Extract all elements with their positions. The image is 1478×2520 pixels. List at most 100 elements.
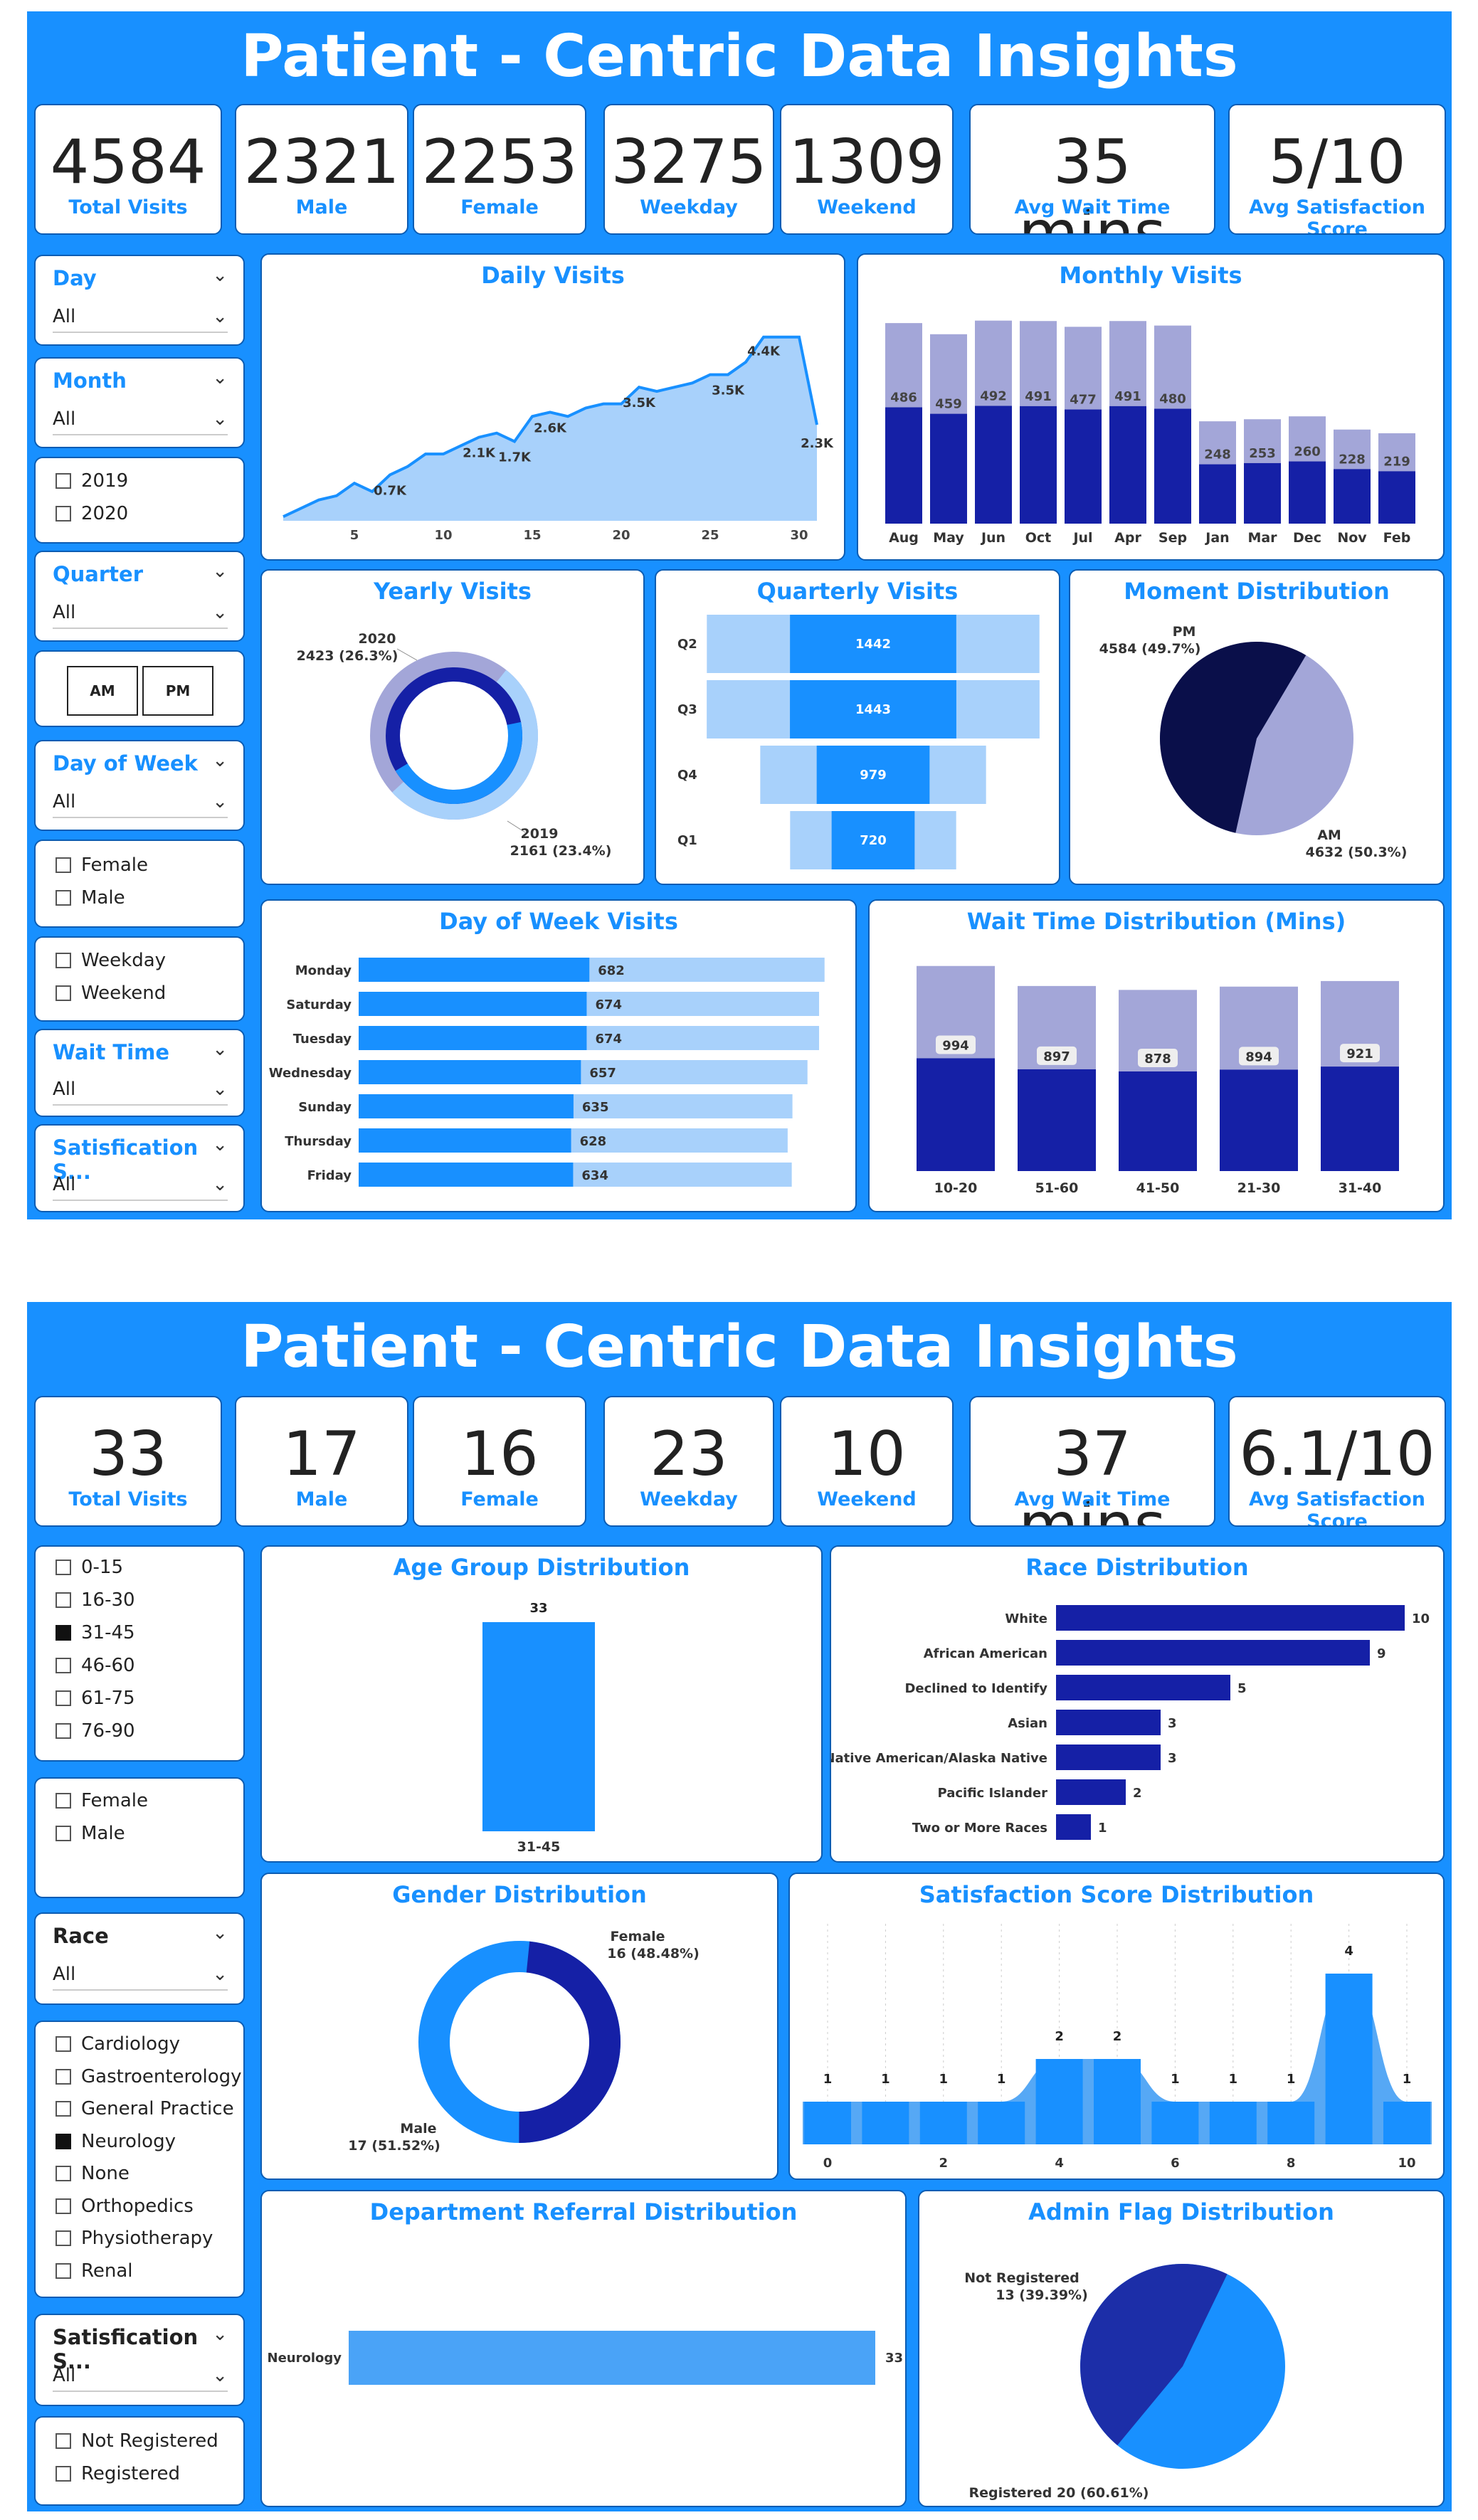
kpi-label: Avg Wait Time xyxy=(1014,1488,1171,1510)
checkbox-icon[interactable] xyxy=(56,2133,71,2149)
category-label: Thursday xyxy=(285,1134,352,1149)
checkbox-icon[interactable] xyxy=(56,857,71,873)
data-label: 682 xyxy=(598,963,625,978)
chevron-down-icon[interactable]: ⌄ xyxy=(212,791,228,812)
chevron-up-icon[interactable]: ⌄ xyxy=(212,265,228,286)
wait-time-dropdown[interactable]: All ⌄ xyxy=(53,1073,228,1106)
gender-option[interactable]: Female xyxy=(56,853,148,877)
checkbox-icon[interactable] xyxy=(56,1592,71,1608)
checkbox-icon[interactable] xyxy=(56,2166,71,2181)
satisfaction-dropdown[interactable]: All ⌄ xyxy=(53,2359,228,2392)
slicer-option[interactable]: Gastroenterology xyxy=(56,2065,242,2089)
data-label: 33 xyxy=(885,2351,903,2366)
satisfaction-slicer[interactable]: Satisfication S... ⌄ All ⌄ xyxy=(34,1124,245,1212)
funnel-bar xyxy=(790,615,956,673)
data-label: 2.6K xyxy=(534,420,567,435)
slicer-option[interactable]: Neurology xyxy=(56,2129,176,2154)
slicer-option[interactable]: 31-45 xyxy=(56,1621,135,1645)
kpi-card: 3275 Weekday xyxy=(603,104,774,235)
daily-visits-chart: 5 10 15 20 25 30 0.7K 1.7K2.1K 2.6K 3.5K 3.5K 4.4K 2… xyxy=(283,335,834,543)
visual-title: Satisfaction Score Distribution xyxy=(919,1881,1314,1908)
checkbox-icon[interactable] xyxy=(56,2068,71,2085)
slicer-option[interactable]: Physiotherapy xyxy=(56,2226,213,2250)
pm-button[interactable]: PM xyxy=(142,666,213,716)
data-label: 2 xyxy=(1133,1786,1142,1801)
chevron-down-icon[interactable]: ⌄ xyxy=(212,602,228,623)
chevron-up-icon[interactable]: ⌄ xyxy=(212,367,228,388)
am-button[interactable]: AM xyxy=(67,666,138,716)
checkbox-icon[interactable] xyxy=(56,2230,71,2246)
checkbox-icon[interactable] xyxy=(56,2262,71,2279)
admin-option[interactable]: Registered xyxy=(56,2462,180,2486)
slicer-option[interactable]: General Practice xyxy=(56,2097,234,2121)
slicer-option[interactable]: Orthopedics xyxy=(56,2194,194,2218)
checkbox-icon[interactable] xyxy=(56,473,71,489)
data-label: 253 xyxy=(1249,446,1276,461)
checkbox-icon[interactable] xyxy=(56,1560,71,1575)
day-dropdown[interactable]: All ⌄ xyxy=(53,300,228,333)
chevron-down-icon[interactable]: ⌄ xyxy=(212,1964,228,1985)
checkbox-icon[interactable] xyxy=(56,2101,71,2117)
chevron-up-icon[interactable]: ⌄ xyxy=(212,2324,228,2345)
kpi-value: 10 xyxy=(828,1419,906,1490)
chevron-down-icon[interactable]: ⌄ xyxy=(212,408,228,430)
checkbox-icon[interactable] xyxy=(56,1723,71,1739)
chevron-up-icon[interactable]: ⌄ xyxy=(212,1922,228,1944)
quarter-dropdown[interactable]: All ⌄ xyxy=(53,596,228,629)
race-dropdown[interactable]: All ⌄ xyxy=(53,1958,228,1991)
month-slicer[interactable]: Month ⌄ All ⌄ xyxy=(34,357,245,448)
data-label: 16 (48.48%) xyxy=(607,1946,700,1962)
checkbox-icon[interactable] xyxy=(56,1625,71,1641)
satisfaction-dropdown[interactable]: All ⌄ xyxy=(53,1168,228,1201)
chevron-down-icon[interactable]: ⌄ xyxy=(212,1174,228,1195)
checkbox-icon[interactable] xyxy=(56,1826,71,1841)
daytype-option[interactable]: Weekend xyxy=(56,981,166,1005)
day-of-week-slicer[interactable]: Day of Week ⌄ All ⌄ xyxy=(34,740,245,831)
chevron-down-icon[interactable]: ⌄ xyxy=(212,306,228,327)
wait-time-slicer[interactable]: Wait Time ⌄ All ⌄ xyxy=(34,1029,245,1117)
gender-option[interactable]: Male xyxy=(56,1821,125,1846)
chevron-up-icon[interactable]: ⌄ xyxy=(212,750,228,771)
daytype-option[interactable]: Weekday xyxy=(56,948,166,973)
category-label: Saturday xyxy=(286,997,352,1012)
slicer-option[interactable]: None xyxy=(56,2161,130,2186)
checkbox-icon[interactable] xyxy=(56,2036,71,2052)
checkbox-icon[interactable] xyxy=(56,953,71,968)
chevron-up-icon[interactable]: ⌄ xyxy=(212,561,228,582)
label-bg xyxy=(1340,1044,1380,1063)
slicer-option[interactable]: Cardiology xyxy=(56,2032,180,2056)
checkbox-icon[interactable] xyxy=(56,2198,71,2214)
race-slicer[interactable]: Race ⌄ All ⌄ xyxy=(34,1912,245,2005)
day-of-week-dropdown[interactable]: All ⌄ xyxy=(53,785,228,818)
checkbox-icon[interactable] xyxy=(56,1658,71,1673)
slicer-option[interactable]: 0-15 xyxy=(56,1555,123,1579)
satisfaction-distribution-card: Satisfaction Score Distribution 1 1 1 1 2 2 1 1… xyxy=(788,1873,1445,2180)
month-dropdown[interactable]: All ⌄ xyxy=(53,403,228,435)
chevron-down-icon[interactable]: ⌄ xyxy=(212,1079,228,1100)
checkbox-icon[interactable] xyxy=(56,1690,71,1706)
year-option[interactable]: 2019 xyxy=(56,469,128,493)
checkbox-icon[interactable] xyxy=(56,985,71,1001)
checkbox-icon[interactable] xyxy=(56,506,71,522)
chevron-up-icon[interactable]: ⌄ xyxy=(212,1134,228,1155)
gender-option[interactable]: Male xyxy=(56,886,125,910)
checkbox-icon[interactable] xyxy=(56,890,71,906)
slicer-option[interactable]: 61-75 xyxy=(56,1686,135,1710)
satisfaction-slicer[interactable]: Satisfication S... ⌄ All ⌄ xyxy=(34,2314,245,2406)
slicer-option[interactable]: Renal xyxy=(56,2259,133,2283)
slicer-option[interactable]: 16-30 xyxy=(56,1588,135,1612)
day-slicer[interactable]: Day ⌄ All ⌄ xyxy=(34,255,245,346)
chevron-down-icon[interactable]: ⌄ xyxy=(212,2365,228,2386)
checkbox-icon[interactable] xyxy=(56,1793,71,1809)
year-option[interactable]: 2020 xyxy=(56,502,128,526)
gender-option[interactable]: Female xyxy=(56,1789,148,1813)
day-of-week-visits-card: Day of Week Visits Monday 682 Saturday 674 T… xyxy=(260,899,857,1212)
checkbox-icon[interactable] xyxy=(56,2433,71,2449)
slicer-option[interactable]: 46-60 xyxy=(56,1653,135,1678)
checkbox-icon[interactable] xyxy=(56,2466,71,2482)
kpi-value: 23 xyxy=(650,1419,728,1490)
quarter-slicer[interactable]: Quarter ⌄ All ⌄ xyxy=(34,551,245,642)
chevron-up-icon[interactable]: ⌄ xyxy=(212,1039,228,1060)
slicer-option[interactable]: 76-90 xyxy=(56,1719,135,1743)
admin-option[interactable]: Not Registered xyxy=(56,2429,218,2453)
